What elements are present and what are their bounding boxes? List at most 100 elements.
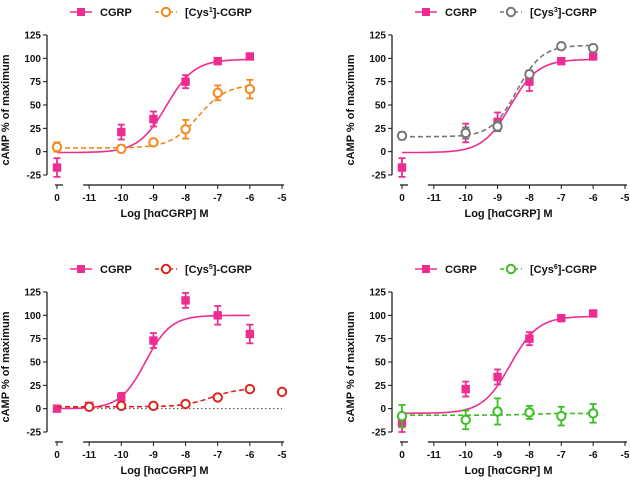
y-tick-label: 125 bbox=[24, 288, 41, 299]
data-point bbox=[587, 42, 599, 54]
data-point bbox=[244, 383, 256, 395]
x-tick-label: -5 bbox=[278, 193, 287, 204]
legend-entry: CGRP bbox=[70, 264, 132, 276]
data-point bbox=[245, 329, 255, 339]
data-point bbox=[52, 404, 62, 413]
x-tick-label: -11 bbox=[427, 193, 441, 204]
legend-label-suffix: ]-CGRP bbox=[558, 264, 597, 276]
chart-panel-bottom-right: -25 0 25 50 75 100 125 0 -11 -10 -9 -8 -7 -6 -5 Log [hα… bbox=[345, 263, 630, 477]
x-tick-label: -8 bbox=[181, 193, 190, 204]
x-tick-label: -6 bbox=[245, 450, 254, 461]
legend-marker-circle bbox=[160, 6, 172, 18]
legend-marker-circle bbox=[160, 263, 172, 275]
legend-label-text: CGRP bbox=[445, 7, 477, 19]
legend-label-text: CGRP bbox=[100, 7, 132, 19]
series-cgrp bbox=[397, 52, 598, 178]
y-tick-label: -25 bbox=[27, 428, 42, 439]
x-tick-label: -9 bbox=[493, 193, 502, 204]
data-point bbox=[276, 386, 288, 398]
chart-panel-top-left: -25 0 25 50 75 100 125 0 -11 -10 -9 -8 -7 -6 -5 Log [hα… bbox=[0, 6, 287, 220]
chart-panel-bottom-left: -25 0 25 50 75 100 125 0 -11 -10 -9 -8 -7 -6 -5 Log [hα… bbox=[0, 263, 288, 477]
data-point bbox=[180, 124, 191, 135]
data-point bbox=[525, 77, 534, 86]
y-tick-label: 75 bbox=[30, 334, 42, 345]
legend-label-text: [Cys bbox=[530, 264, 554, 276]
legend-label-suffix: ]-CGRP bbox=[213, 264, 252, 276]
legend-marker-square bbox=[77, 8, 85, 16]
data-point bbox=[212, 392, 223, 403]
data-point bbox=[492, 406, 503, 417]
y-tick-label: 0 bbox=[380, 147, 386, 158]
legend-entry: CGRP bbox=[415, 7, 477, 19]
legend-entry: CGRP bbox=[415, 264, 477, 276]
legend-label-text: [Cys bbox=[185, 264, 209, 276]
x-tick-label: -7 bbox=[213, 193, 222, 204]
x-tick-label: -9 bbox=[149, 193, 158, 204]
y-tick-label: 100 bbox=[369, 311, 386, 322]
y-axis-title: cAMP % of maximum bbox=[345, 311, 357, 422]
y-tick-label: -25 bbox=[27, 171, 42, 182]
y-axis-title: cAMP % of maximum bbox=[345, 54, 357, 165]
data-point bbox=[51, 141, 63, 153]
legend-label-suffix: ]-CGRP bbox=[213, 7, 252, 19]
y-tick-label: 100 bbox=[24, 311, 41, 322]
y-tick-label: 25 bbox=[30, 381, 42, 392]
legend-entry: [Cys5]-CGRP bbox=[155, 263, 252, 276]
x-tick-label-zero: 0 bbox=[399, 193, 405, 204]
legend-superscript: 6 bbox=[554, 264, 558, 271]
data-point bbox=[396, 130, 408, 142]
legend-marker-circle bbox=[505, 263, 517, 275]
y-tick-label: 50 bbox=[375, 358, 387, 369]
series-cgrp bbox=[52, 292, 255, 413]
legend-marker-square bbox=[422, 265, 430, 273]
legend-entry: [Cys3]-CGRP bbox=[500, 6, 597, 19]
data-point bbox=[460, 414, 471, 426]
y-axis-title: cAMP % of maximum bbox=[0, 54, 12, 165]
data-point bbox=[148, 400, 159, 412]
data-point bbox=[245, 52, 255, 61]
x-tick-label: -6 bbox=[589, 450, 598, 461]
y-tick-label: 50 bbox=[30, 358, 42, 369]
data-point bbox=[117, 127, 126, 137]
data-point bbox=[180, 398, 191, 410]
data-point bbox=[587, 408, 599, 419]
legend-label: CGRP bbox=[100, 7, 132, 19]
y-tick-label: 25 bbox=[375, 381, 387, 392]
data-point bbox=[181, 296, 190, 305]
legend-marker-circle bbox=[505, 6, 517, 18]
x-tick-label: -5 bbox=[621, 450, 630, 461]
series-cys1 bbox=[51, 78, 256, 155]
y-tick-label: 0 bbox=[380, 404, 386, 415]
x-tick-label: -10 bbox=[458, 193, 473, 204]
data-point bbox=[493, 372, 502, 382]
data-point bbox=[213, 56, 222, 66]
y-tick-label: 50 bbox=[30, 101, 42, 112]
x-tick-label: -9 bbox=[149, 450, 158, 461]
data-point bbox=[556, 41, 567, 52]
data-point bbox=[557, 313, 566, 323]
y-axis-title: cAMP % of maximum bbox=[0, 311, 12, 422]
y-tick-label: 100 bbox=[24, 54, 41, 65]
legend-label-text: [Cys bbox=[530, 7, 554, 19]
y-tick-label: 75 bbox=[375, 334, 387, 345]
legend-superscript: 5 bbox=[209, 264, 213, 271]
data-point bbox=[524, 407, 535, 418]
x-tick-label-zero: 0 bbox=[54, 193, 60, 204]
y-tick-label: 25 bbox=[375, 124, 387, 135]
x-tick-label: -8 bbox=[525, 450, 534, 461]
data-point bbox=[396, 410, 408, 422]
y-tick-label: 100 bbox=[369, 54, 386, 65]
x-tick-label: -6 bbox=[245, 193, 254, 204]
legend-label: [Cys5]-CGRP bbox=[185, 264, 252, 276]
x-tick-label-zero: 0 bbox=[54, 450, 60, 461]
series-cys5 bbox=[57, 383, 288, 412]
legend-label: [Cys6]-CGRP bbox=[530, 264, 597, 276]
legend-superscript: 1 bbox=[209, 7, 213, 14]
data-point bbox=[556, 410, 567, 422]
legend-entry: CGRP bbox=[70, 7, 132, 19]
x-tick-label: -10 bbox=[114, 450, 129, 461]
legend-entry: [Cys1]-CGRP bbox=[155, 6, 252, 19]
y-tick-label: 125 bbox=[24, 31, 41, 42]
legend-label: CGRP bbox=[100, 264, 132, 276]
x-tick-label: -6 bbox=[589, 193, 598, 204]
